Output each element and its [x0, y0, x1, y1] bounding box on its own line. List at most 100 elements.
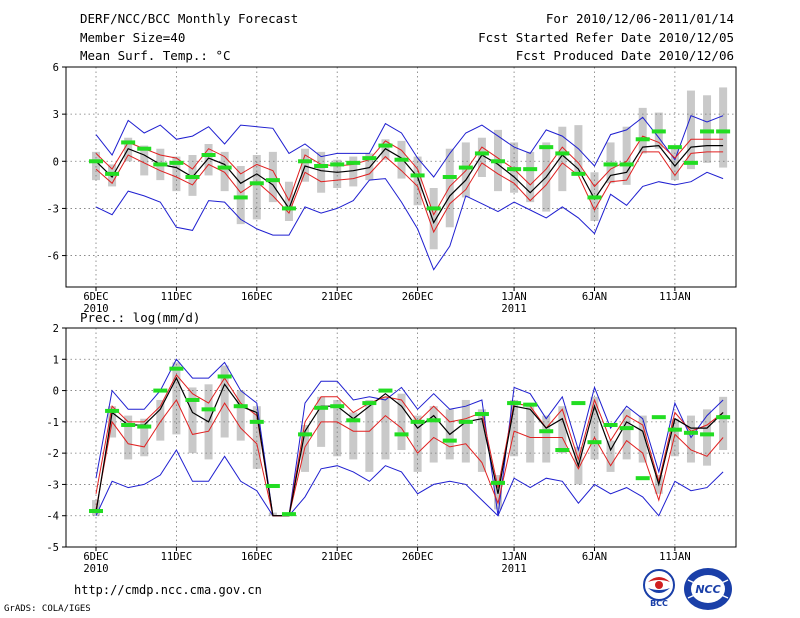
- observed-mark: [603, 422, 618, 427]
- x-tick-label: 11DEC: [161, 291, 193, 303]
- spread-box: [429, 406, 438, 463]
- observed-mark: [491, 480, 505, 485]
- spread-box: [381, 396, 390, 460]
- observed-mark: [571, 401, 586, 406]
- observed-mark: [169, 366, 184, 371]
- observed-mark: [201, 407, 216, 412]
- observed-mark: [539, 429, 554, 434]
- x-tick-label: 6JAN: [582, 291, 607, 303]
- forecast-started-label: Fcst Started Refer Date 2010/12/05: [478, 30, 734, 45]
- observed-mark: [249, 419, 264, 424]
- y-tick-label: -4: [46, 511, 59, 523]
- observed-mark: [507, 167, 522, 172]
- source-url[interactable]: http://cmdp.ncc.cma.gov.cn: [74, 583, 262, 597]
- envelope-max-line: [95, 115, 724, 178]
- observed-mark: [491, 159, 505, 164]
- observed-mark: [137, 146, 152, 151]
- observed-mark: [362, 156, 377, 161]
- spread-box: [413, 415, 422, 472]
- x-tick-label: 11JAN: [659, 291, 691, 303]
- spread-box: [477, 409, 486, 472]
- observed-mark: [651, 129, 666, 134]
- y-tick-label: 2: [53, 323, 59, 335]
- observed-mark: [89, 159, 103, 164]
- y-tick-label: 0: [53, 386, 59, 398]
- spread-box: [477, 137, 486, 177]
- observed-mark: [314, 405, 329, 410]
- observed-mark: [683, 430, 698, 435]
- observed-mark: [121, 140, 136, 145]
- envelope-max-line: [95, 358, 724, 517]
- x-tick-year-label: 2011: [501, 563, 526, 575]
- band-lower-line: [95, 399, 724, 517]
- observed-mark: [716, 415, 731, 420]
- spread-box: [236, 390, 245, 441]
- spread-box: [365, 399, 374, 472]
- observed-mark: [442, 438, 457, 443]
- x-tick-label: 1JAN: [501, 551, 526, 563]
- spread-box: [429, 188, 438, 250]
- spread-box: [558, 126, 567, 192]
- x-tick-label: 6DEC: [83, 291, 108, 303]
- observed-mark: [201, 153, 216, 157]
- observed-mark: [667, 427, 682, 432]
- observed-mark: [281, 512, 296, 517]
- spread-box: [622, 409, 631, 460]
- spread-box: [220, 365, 229, 438]
- observed-mark: [265, 483, 280, 488]
- spread-box: [156, 399, 165, 441]
- band-lower-line: [95, 151, 724, 234]
- ensemble-mean-line: [95, 144, 724, 224]
- observed-mark: [249, 181, 264, 186]
- observed-mark: [378, 143, 393, 148]
- observed-mark: [185, 397, 200, 402]
- observed-mark: [651, 415, 666, 420]
- observed-mark: [410, 419, 425, 424]
- envelope-min-line: [95, 449, 724, 517]
- spread-box: [638, 415, 647, 463]
- spread-box: [124, 415, 133, 460]
- x-tick-label: 26DEC: [402, 291, 434, 303]
- observed-mark: [683, 160, 698, 165]
- y-tick-label: -1: [46, 417, 59, 429]
- observed-mark: [281, 206, 296, 211]
- observed-mark: [298, 432, 313, 437]
- observed-mark: [474, 412, 489, 417]
- observed-mark: [571, 171, 586, 176]
- x-tick-label: 21DEC: [321, 551, 353, 563]
- observed-mark: [603, 162, 618, 167]
- spread-box: [542, 415, 551, 463]
- observed-mark: [330, 404, 345, 409]
- y-tick-label: -3: [46, 479, 59, 491]
- observed-mark: [153, 162, 168, 167]
- spread-box: [140, 418, 149, 457]
- spread-box: [172, 362, 181, 435]
- observed-mark: [298, 159, 313, 164]
- plot-frame: [65, 66, 737, 288]
- spread-box: [333, 159, 342, 188]
- observed-mark: [458, 165, 473, 170]
- observed-mark: [587, 195, 602, 200]
- observed-mark: [394, 157, 409, 162]
- spread-box: [526, 406, 535, 463]
- x-tick-label: 21DEC: [321, 291, 353, 303]
- x-tick-label: 11JAN: [659, 551, 691, 563]
- spread-box: [349, 156, 358, 187]
- spread-box: [606, 440, 615, 472]
- spread-box: [461, 399, 470, 463]
- spread-box: [574, 125, 583, 176]
- x-tick-year-label: 2010: [83, 563, 108, 575]
- y-tick-label: 0: [53, 156, 59, 168]
- x-tick-label: 6DEC: [83, 551, 108, 563]
- observed-mark: [555, 448, 570, 453]
- observed-mark: [346, 418, 361, 423]
- x-tick-label: 26DEC: [402, 551, 434, 563]
- bcc-logo: BCC: [643, 569, 675, 608]
- y-tick-label: -3: [46, 203, 59, 215]
- observed-mark: [105, 171, 120, 176]
- chart-title: DERF/NCC/BCC Monthly Forecast: [80, 11, 299, 26]
- observed-mark: [217, 165, 232, 170]
- observed-mark: [539, 145, 554, 150]
